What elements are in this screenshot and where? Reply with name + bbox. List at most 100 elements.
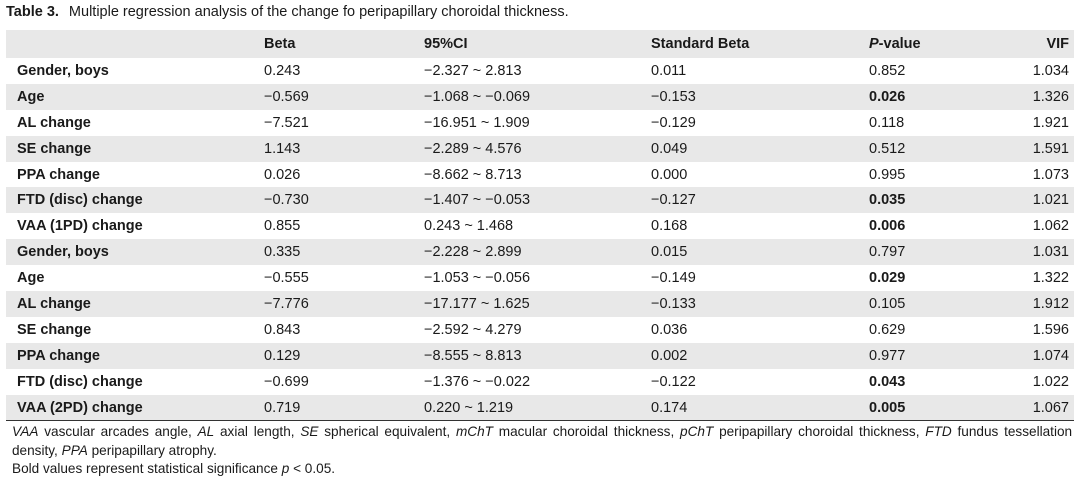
table-bottom-rule: [6, 420, 1074, 422]
cell-ci: −8.662 ~ 8.713: [424, 166, 522, 183]
cell-p-value: 0.995: [869, 166, 906, 183]
cell-standard-beta: 0.000: [651, 166, 688, 183]
cell-p-value: 0.977: [869, 347, 906, 364]
significance-note: Bold values represent statistical signif…: [12, 460, 1072, 479]
abbreviation-term: AL: [197, 424, 215, 439]
table-label: Table 3.: [6, 4, 59, 20]
cell-vif: 1.074: [1032, 347, 1069, 364]
cell-variable: SE change: [17, 321, 92, 338]
cell-vif: 1.031: [1032, 244, 1069, 261]
cell-variable: VAA (1PD) change: [17, 218, 143, 235]
cell-vif: 1.021: [1032, 192, 1069, 209]
table-row: Age −0.555 −1.053 ~ −0.056 −0.149 0.029 1.322: [6, 265, 1074, 291]
cell-ci: −2.228 ~ 2.899: [424, 244, 522, 261]
cell-standard-beta: 0.036: [651, 321, 688, 338]
regression-table: Beta 95%CI Standard Beta P-value VIF Gen…: [6, 30, 1074, 422]
cell-ci: −2.327 ~ 2.813: [424, 62, 522, 79]
table-row: Gender, boys 0.335 −2.228 ~ 2.899 0.015 0.79…: [6, 239, 1074, 266]
cell-standard-beta: −0.153: [651, 88, 696, 105]
abbreviation-note: VAA vascular arcades angle, AL axial len…: [12, 423, 1072, 460]
cell-beta: −0.730: [264, 192, 309, 209]
cell-p-value: 0.043: [869, 373, 906, 390]
cell-p-value: 0.035: [869, 192, 906, 209]
cell-standard-beta: −0.122: [651, 373, 696, 390]
abbreviation-definition: peripapillary atrophy.: [91, 442, 217, 458]
cell-beta: −0.555: [264, 270, 309, 287]
cell-beta: 0.026: [264, 166, 301, 183]
cell-standard-beta: −0.133: [651, 295, 696, 312]
cell-standard-beta: 0.049: [651, 140, 688, 157]
cell-variable: VAA (2PD) change: [17, 399, 143, 416]
cell-ci: −1.376 ~ −0.022: [424, 373, 531, 390]
cell-ci: −2.592 ~ 4.279: [424, 321, 522, 338]
cell-vif: 1.591: [1032, 140, 1069, 157]
cell-p-value: 0.512: [869, 140, 906, 157]
cell-vif: 1.073: [1032, 166, 1069, 183]
table-caption: Table 3. Multiple regression analysis of …: [6, 4, 569, 20]
cell-beta: −0.569: [264, 88, 309, 105]
abbreviation-definition: vascular arcades angle,: [44, 424, 192, 439]
table-row: PPA change 0.129 −8.555 ~ 8.813 0.002 0.977 1…: [6, 342, 1074, 369]
significance-prefix: Bold values represent statistical signif…: [12, 461, 278, 477]
cell-variable: PPA change: [17, 166, 100, 183]
abbreviation-definition: macular choroidal thickness,: [498, 424, 675, 439]
significance-symbol: p: [281, 461, 290, 477]
table-row: AL change −7.776 −17.177 ~ 1.625 −0.133 0.10…: [6, 291, 1074, 317]
cell-variable: FTD (disc) change: [17, 373, 143, 390]
cell-vif: 1.034: [1032, 62, 1069, 79]
cell-standard-beta: 0.168: [651, 218, 688, 235]
cell-variable: Gender, boys: [17, 244, 109, 261]
table-row: VAA (1PD) change 0.855 0.243 ~ 1.468 0.168 0…: [6, 213, 1074, 239]
cell-ci: −8.555 ~ 8.813: [424, 347, 522, 364]
cell-vif: 1.596: [1032, 321, 1069, 338]
cell-beta: 1.143: [264, 140, 301, 157]
cell-variable: Age: [17, 88, 45, 105]
table-row: FTD (disc) change −0.699 −1.376 ~ −0.022 −0…: [6, 369, 1074, 395]
cell-standard-beta: 0.011: [651, 62, 687, 79]
cell-standard-beta: −0.149: [651, 270, 696, 287]
cell-beta: −7.776: [264, 295, 309, 312]
table-row: VAA (2PD) change 0.719 0.220 ~ 1.219 0.174 0…: [6, 394, 1074, 421]
abbreviation-term: FTD: [925, 424, 952, 439]
table-row: SE change 1.143 −2.289 ~ 4.576 0.049 0.512 1.…: [6, 135, 1074, 162]
cell-p-value: 0.118: [869, 114, 905, 131]
cell-p-value: 0.852: [869, 62, 906, 79]
cell-vif: 1.921: [1032, 114, 1069, 131]
table-body: Gender, boys 0.243 −2.327 ~ 2.813 0.011 0.85…: [6, 58, 1074, 421]
table-row: Gender, boys 0.243 −2.327 ~ 2.813 0.011 0.85…: [6, 58, 1074, 84]
abbreviation-term: VAA: [12, 424, 39, 439]
abbreviation-definition: fundus tessellation density,: [12, 424, 1073, 458]
table-title: Multiple regression analysis of the chan…: [68, 4, 569, 20]
cell-ci: −2.289 ~ 4.576: [424, 140, 522, 157]
cell-ci: −1.407 ~ −0.053: [424, 192, 531, 209]
cell-beta: 0.335: [264, 244, 301, 261]
significance-suffix: < 0.05.: [293, 461, 336, 477]
cell-variable: PPA change: [17, 347, 100, 364]
cell-ci: −16.951 ~ 1.909: [424, 114, 530, 131]
table-header-row: Beta 95%CI Standard Beta P-value VIF: [6, 30, 1074, 58]
cell-beta: 0.843: [264, 321, 301, 338]
cell-ci: 0.243 ~ 1.468: [424, 218, 514, 235]
cell-p-value: 0.005: [869, 399, 906, 416]
table-footnotes: VAA vascular arcades angle, AL axial len…: [12, 423, 1072, 479]
cell-vif: 1.067: [1032, 399, 1069, 416]
cell-beta: 0.719: [264, 399, 301, 416]
cell-standard-beta: 0.002: [651, 347, 688, 364]
cell-standard-beta: −0.129: [651, 114, 696, 131]
cell-p-value: 0.797: [869, 244, 906, 261]
cell-standard-beta: 0.174: [651, 399, 688, 416]
abbreviation-term: PPA: [61, 442, 88, 458]
cell-p-value: 0.029: [869, 270, 906, 287]
cell-p-value: 0.629: [869, 321, 906, 338]
abbreviation-term: mChT: [455, 424, 493, 439]
cell-variable: AL change: [17, 295, 91, 312]
table-row: PPA change 0.026 −8.662 ~ 8.713 0.000 0.995 1…: [6, 162, 1074, 188]
header-standard-beta: Standard Beta: [651, 36, 750, 52]
cell-ci: −1.053 ~ −0.056: [424, 270, 531, 287]
abbreviation-definition: peripapillary choroidal thickness,: [719, 424, 920, 439]
cell-ci: 0.220 ~ 1.219: [424, 399, 514, 416]
cell-ci: −1.068 ~ −0.069: [424, 88, 531, 105]
cell-p-value: 0.105: [869, 295, 906, 312]
cell-variable: Gender, boys: [17, 62, 109, 79]
header-p-italic: P: [869, 36, 879, 52]
